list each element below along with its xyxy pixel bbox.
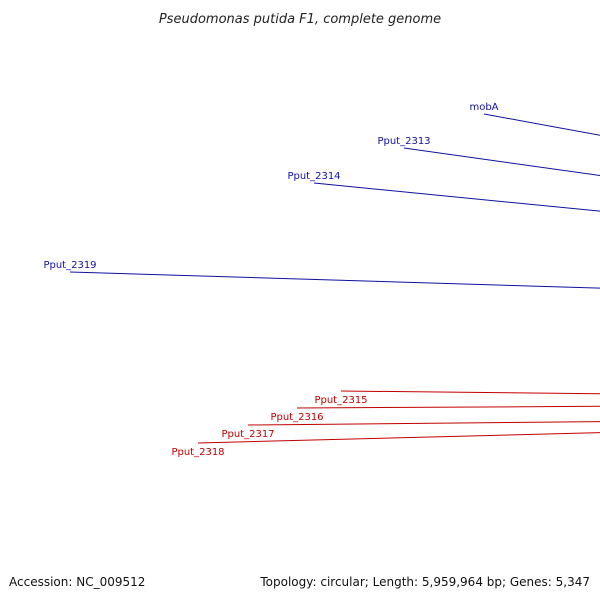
accession-text: Accession: NC_009512 [9,575,146,589]
gene-label-moba: mobA [469,102,498,113]
gene-labels: mobA Pput_2313 Pput_2314 Pput_2319 Pput_2315… [43,102,600,458]
gene-leader-line [403,147,600,177]
gene-leader-line [313,182,600,212]
gene-leader-line [483,113,600,136]
genome-summary-text: Topology: circular; Length: 5,959,964 bp… [260,575,590,589]
gene-label-pput-2319: Pput_2319 [43,260,96,271]
gene-label-pput-2315: Pput_2315 [314,395,367,406]
gene-leader-line [247,421,600,426]
gene-label-pput-2313: Pput_2313 [377,136,430,147]
gene-label-pput-2316: Pput_2316 [270,412,323,423]
gene-label-pput-2318: Pput_2318 [171,447,224,458]
gene-leader-line [340,390,600,395]
gene-leader-line [197,432,600,444]
map-title: Pseudomonas putida F1, complete genome [159,12,441,27]
gene-leader-line [296,405,600,409]
gene-label-pput-2317: Pput_2317 [221,429,274,440]
gene-label-pput-2314: Pput_2314 [287,171,340,182]
gene-leader-line [69,271,600,289]
